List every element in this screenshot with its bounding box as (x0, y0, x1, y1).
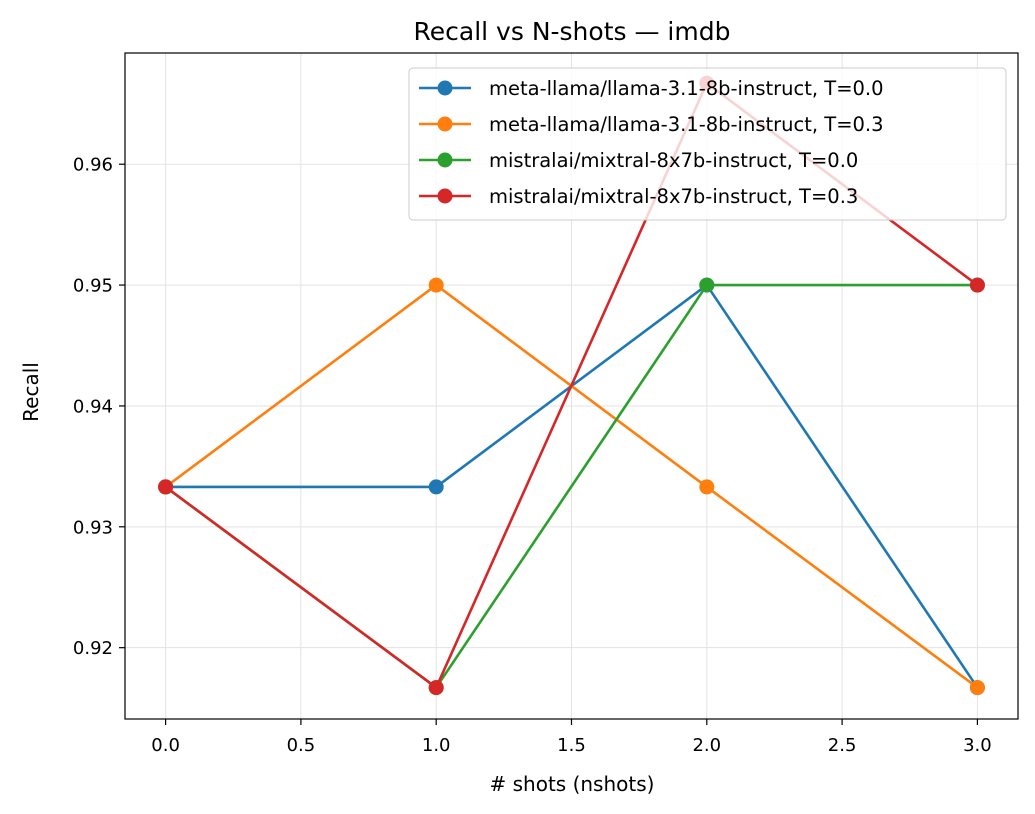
data-point (969, 680, 985, 696)
y-tick-label: 0.93 (73, 517, 113, 538)
plot-frame (124, 52, 1019, 720)
y-tick-label: 0.96 (73, 155, 113, 176)
legend-swatch-marker (437, 188, 453, 204)
x-tick-label: 3.0 (963, 735, 992, 756)
x-axis-label: # shots (nshots) (490, 772, 655, 796)
x-tick-label: 1.5 (557, 735, 586, 756)
data-point (969, 277, 985, 293)
data-point (158, 479, 174, 495)
legend-label: meta-llama/llama-3.1-8b-instruct, T=0.3 (489, 113, 884, 136)
data-point (428, 277, 444, 293)
x-tick-label: 2.5 (828, 735, 857, 756)
data-point (428, 479, 444, 495)
legend-box (408, 67, 1007, 221)
legend-swatch-marker (437, 152, 453, 168)
x-tick-label: 0.5 (287, 735, 316, 756)
y-tick-label: 0.94 (73, 396, 113, 417)
data-point (699, 479, 715, 495)
axis-ticks: 0.0 0.5 1.0 1.5 2.0 2.5 3.0 0.92 0.93 0.94 0.95 0.9… (73, 155, 992, 756)
legend-label: mistralai/mixtral-8x7b-instruct, T=0.3 (489, 185, 858, 208)
y-axis-label: Recall (19, 362, 43, 422)
y-tick-label: 0.95 (73, 276, 113, 297)
legend-label: meta-llama/llama-3.1-8b-instruct, T=0.0 (489, 77, 884, 100)
legend-entry: mistralai/mixtral-8x7b-instruct, T=0.0 (419, 149, 858, 172)
x-tick-label: 2.0 (692, 735, 721, 756)
chart-title: Recall vs N-shots — imdb (414, 17, 731, 46)
data-point (428, 680, 444, 696)
data-point (699, 277, 715, 293)
legend-entry: mistralai/mixtral-8x7b-instruct, T=0.3 (419, 185, 858, 208)
x-tick-label: 1.0 (422, 735, 451, 756)
legend: meta-llama/llama-3.1-8b-instruct, T=0.0 m… (408, 67, 1007, 221)
legend-entry: meta-llama/llama-3.1-8b-instruct, T=0.3 (419, 113, 884, 136)
y-tick-label: 0.92 (73, 638, 113, 659)
x-tick-label: 0.0 (151, 735, 180, 756)
legend-label: mistralai/mixtral-8x7b-instruct, T=0.0 (489, 149, 858, 172)
legend-swatch-marker (437, 80, 453, 96)
legend-entry: meta-llama/llama-3.1-8b-instruct, T=0.0 (419, 77, 884, 100)
legend-swatch-marker (437, 116, 453, 132)
